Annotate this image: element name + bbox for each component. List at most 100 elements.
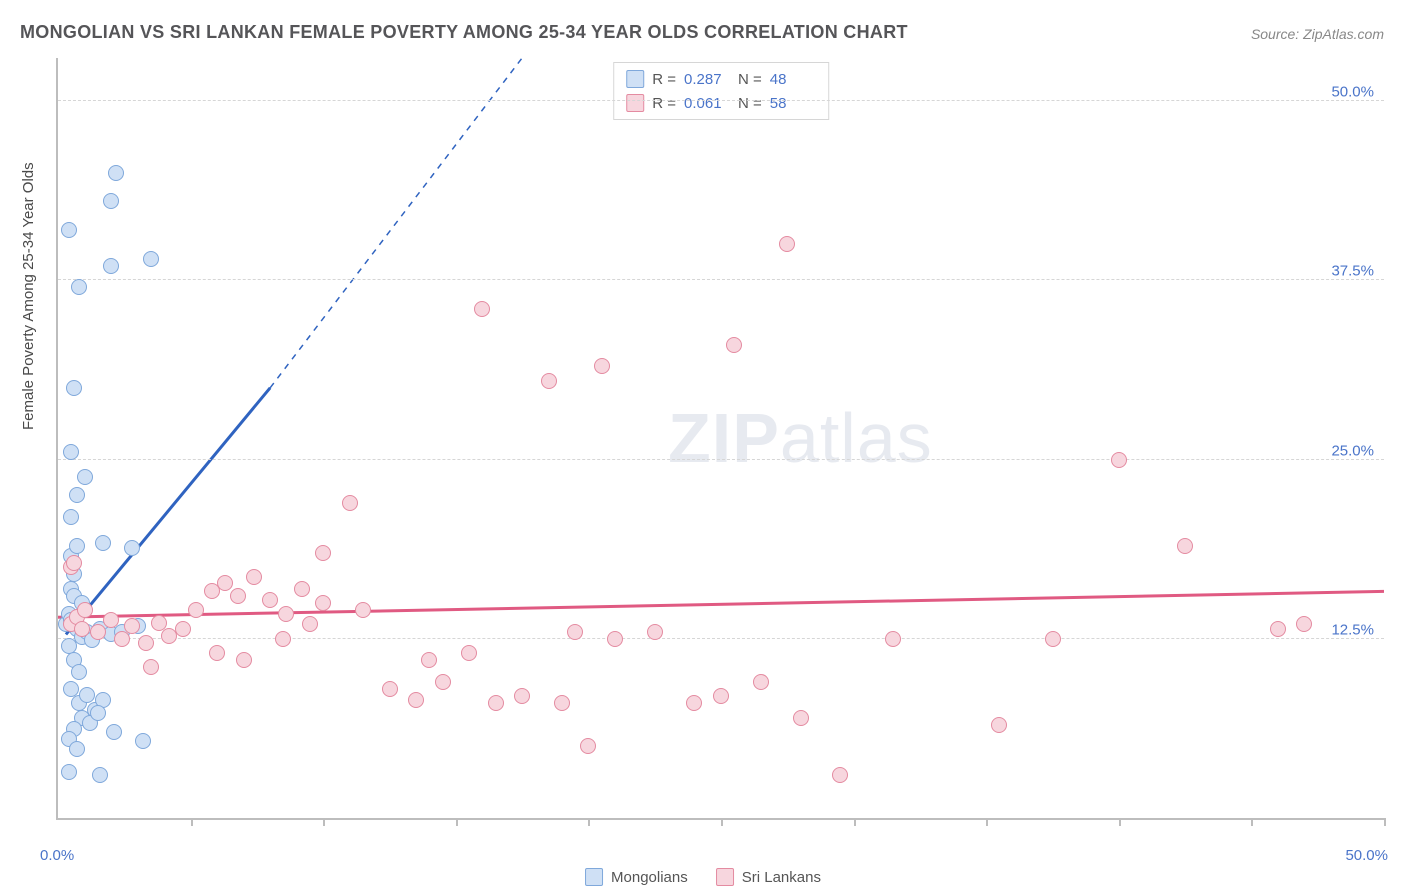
x-origin-label: 0.0% (40, 847, 74, 864)
watermark: ZIPatlas (668, 398, 933, 478)
y-tick-label: 25.0% (1331, 442, 1374, 459)
x-tick (721, 818, 723, 826)
scatter-point-mongolians (124, 540, 140, 556)
scatter-point-mongolians (103, 258, 119, 274)
y-tick-label: 12.5% (1331, 621, 1374, 638)
legend-swatch (626, 70, 644, 88)
legend-item-srilankans: Sri Lankans (716, 868, 821, 886)
scatter-point-srilankans (315, 545, 331, 561)
x-tick (1119, 818, 1121, 826)
scatter-point-srilankans (726, 337, 742, 353)
plot-area: ZIPatlas R =0.287N =48R =0.061N =58 12.5… (56, 58, 1384, 820)
legend-n-label: N = (738, 71, 762, 88)
legend-label: Mongolians (611, 869, 688, 886)
scatter-point-srilankans (461, 645, 477, 661)
scatter-point-mongolians (79, 687, 95, 703)
scatter-point-mongolians (69, 741, 85, 757)
scatter-point-mongolians (103, 193, 119, 209)
scatter-point-mongolians (61, 764, 77, 780)
y-tick-label: 50.0% (1331, 84, 1374, 101)
scatter-point-srilankans (1296, 616, 1312, 632)
scatter-point-srilankans (567, 624, 583, 640)
scatter-point-srilankans (1111, 452, 1127, 468)
scatter-point-srilankans (302, 616, 318, 632)
scatter-point-srilankans (90, 624, 106, 640)
scatter-point-srilankans (1270, 621, 1286, 637)
scatter-point-srilankans (114, 631, 130, 647)
scatter-point-mongolians (95, 535, 111, 551)
scatter-point-mongolians (63, 444, 79, 460)
scatter-point-srilankans (77, 602, 93, 618)
legend-r-value: 0.061 (684, 95, 730, 112)
scatter-point-srilankans (209, 645, 225, 661)
scatter-point-srilankans (342, 495, 358, 511)
gridline (58, 459, 1384, 460)
y-axis-label: Female Poverty Among 25-34 Year Olds (20, 162, 37, 430)
scatter-point-srilankans (832, 767, 848, 783)
x-tick (456, 818, 458, 826)
scatter-point-srilankans (188, 602, 204, 618)
scatter-point-srilankans (1177, 538, 1193, 554)
scatter-point-srilankans (580, 738, 596, 754)
scatter-point-srilankans (408, 692, 424, 708)
scatter-point-srilankans (1045, 631, 1061, 647)
scatter-point-srilankans (294, 581, 310, 597)
scatter-point-mongolians (90, 705, 106, 721)
x-tick (191, 818, 193, 826)
legend-n-value: 48 (770, 71, 816, 88)
x-tick (1251, 818, 1253, 826)
x-max-label: 50.0% (1345, 847, 1388, 864)
scatter-point-srilankans (594, 358, 610, 374)
scatter-point-srilankans (514, 688, 530, 704)
scatter-point-mongolians (66, 380, 82, 396)
gridline (58, 638, 1384, 639)
scatter-point-srilankans (355, 602, 371, 618)
legend-item-mongolians: Mongolians (585, 868, 688, 886)
series-legend: Mongolians Sri Lankans (585, 868, 821, 886)
x-tick (986, 818, 988, 826)
x-tick (323, 818, 325, 826)
scatter-point-srilankans (753, 674, 769, 690)
legend-row-mongolians: R =0.287N =48 (626, 67, 816, 91)
scatter-point-srilankans (991, 717, 1007, 733)
chart-title: MONGOLIAN VS SRI LANKAN FEMALE POVERTY A… (20, 22, 908, 43)
scatter-point-srilankans (217, 575, 233, 591)
scatter-point-srilankans (315, 595, 331, 611)
legend-n-value: 58 (770, 95, 816, 112)
scatter-point-mongolians (77, 469, 93, 485)
legend-row-srilankans: R = 0.061 N = 58 (626, 91, 816, 115)
x-tick (588, 818, 590, 826)
scatter-point-srilankans (143, 659, 159, 675)
scatter-point-srilankans (103, 612, 119, 628)
scatter-point-mongolians (69, 538, 85, 554)
scatter-point-srilankans (885, 631, 901, 647)
scatter-point-mongolians (63, 509, 79, 525)
scatter-point-srilankans (541, 373, 557, 389)
scatter-point-srilankans (66, 555, 82, 571)
correlation-legend: R =0.287N =48R =0.061N =58 (613, 62, 829, 120)
scatter-point-mongolians (135, 733, 151, 749)
scatter-point-mongolians (69, 487, 85, 503)
scatter-point-srilankans (793, 710, 809, 726)
scatter-point-srilankans (421, 652, 437, 668)
scatter-point-srilankans (124, 618, 140, 634)
scatter-point-srilankans (647, 624, 663, 640)
scatter-point-srilankans (74, 621, 90, 637)
scatter-point-srilankans (607, 631, 623, 647)
x-tick (1384, 818, 1386, 826)
scatter-point-srilankans (175, 621, 191, 637)
legend-swatch (716, 868, 734, 886)
scatter-point-mongolians (143, 251, 159, 267)
gridline (58, 279, 1384, 280)
x-tick (854, 818, 856, 826)
scatter-point-srilankans (435, 674, 451, 690)
scatter-point-mongolians (106, 724, 122, 740)
legend-r-label: R = (652, 95, 676, 112)
legend-r-label: R = (652, 71, 676, 88)
scatter-point-mongolians (108, 165, 124, 181)
legend-n-label: N = (738, 95, 762, 112)
legend-swatch (585, 868, 603, 886)
scatter-point-mongolians (71, 664, 87, 680)
scatter-point-srilankans (275, 631, 291, 647)
scatter-point-srilankans (262, 592, 278, 608)
